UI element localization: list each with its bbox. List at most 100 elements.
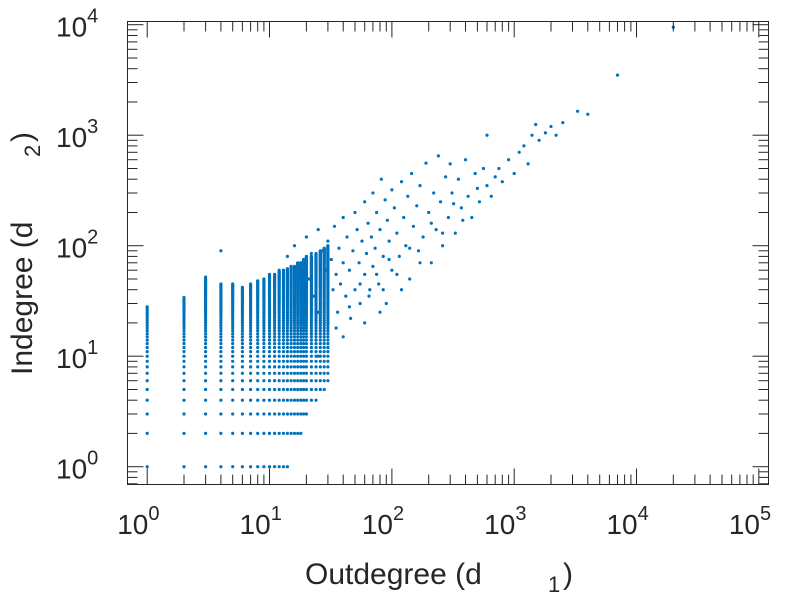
- data-point: [322, 350, 326, 354]
- data-point: [336, 310, 340, 314]
- data-point: [309, 254, 313, 258]
- data-point: [273, 359, 277, 363]
- data-point: [277, 371, 281, 375]
- data-point: [249, 282, 253, 286]
- data-point: [277, 319, 281, 323]
- data-point: [256, 354, 260, 358]
- data-point: [309, 350, 313, 354]
- data-point: [219, 365, 223, 369]
- data-point: [231, 345, 235, 350]
- y-tick-label: 100: [56, 448, 98, 485]
- data-point: [385, 218, 389, 222]
- data-point: [326, 359, 330, 363]
- data-point: [231, 321, 235, 325]
- data-point: [262, 323, 266, 327]
- data-point: [256, 342, 260, 346]
- data-point: [219, 379, 223, 383]
- data-point: [456, 177, 460, 181]
- data-point: [285, 359, 289, 363]
- y-tick-label: 101: [56, 337, 98, 374]
- data-point: [296, 412, 300, 416]
- data-point: [341, 215, 345, 220]
- data-point: [318, 321, 322, 325]
- data-point: [204, 275, 208, 279]
- data-point: [204, 465, 208, 469]
- data-point: [296, 350, 300, 354]
- data-point: [381, 254, 385, 258]
- data-point: [332, 224, 337, 228]
- y-axis-label-text: Indegree (d: [6, 222, 39, 375]
- data-point: [418, 184, 422, 188]
- data-point: [277, 345, 281, 350]
- data-point: [231, 316, 235, 320]
- data-point: [240, 379, 244, 383]
- data-point: [182, 329, 186, 333]
- data-point: [318, 316, 322, 320]
- data-point: [296, 329, 300, 333]
- data-point: [302, 329, 306, 333]
- data-point: [273, 398, 277, 402]
- data-point: [182, 379, 186, 383]
- data-point: [277, 338, 281, 342]
- data-point: [249, 387, 253, 392]
- data-point: [322, 354, 326, 358]
- data-point: [314, 326, 318, 330]
- data-point: [314, 335, 318, 339]
- data-point: [299, 350, 303, 354]
- data-point: [299, 332, 303, 336]
- data-point: [387, 257, 391, 262]
- data-point: [302, 335, 306, 339]
- data-point: [302, 342, 306, 346]
- data-point: [337, 246, 341, 250]
- data-point: [326, 319, 330, 323]
- data-point: [262, 329, 266, 333]
- data-point: [262, 359, 266, 363]
- data-point: [219, 329, 223, 333]
- data-point: [307, 277, 311, 281]
- data-point: [318, 371, 322, 375]
- data-point: [522, 144, 526, 148]
- data-point: [182, 321, 186, 325]
- data-point: [267, 321, 272, 325]
- data-point: [378, 310, 382, 314]
- data-point: [576, 109, 580, 113]
- data-point: [304, 329, 308, 333]
- data-point: [334, 272, 338, 276]
- data-point: [292, 244, 297, 248]
- data-point: [549, 124, 553, 129]
- data-point: [231, 342, 235, 346]
- data-point: [267, 431, 272, 435]
- data-point: [240, 359, 244, 363]
- data-point: [204, 323, 208, 327]
- data-point: [267, 338, 272, 342]
- data-point: [145, 316, 149, 320]
- data-point: [249, 359, 253, 363]
- x-axis-label-end: ): [563, 558, 573, 591]
- data-point: [182, 465, 186, 469]
- data-point: [318, 335, 322, 339]
- data-point: [302, 338, 306, 342]
- data-point: [219, 465, 223, 469]
- data-point: [292, 326, 297, 330]
- data-point: [204, 321, 208, 325]
- data-point: [485, 184, 489, 188]
- data-point: [145, 335, 149, 339]
- data-point: [304, 365, 308, 369]
- data-point: [262, 431, 266, 435]
- data-point: [240, 326, 244, 330]
- data-point: [441, 244, 445, 248]
- data-point: [347, 268, 351, 272]
- data-point: [296, 365, 300, 369]
- data-point: [285, 329, 289, 333]
- data-point: [358, 301, 362, 306]
- data-point: [204, 371, 208, 375]
- data-point: [281, 323, 286, 327]
- data-point: [314, 338, 318, 342]
- data-point: [267, 323, 272, 327]
- data-point: [267, 345, 272, 350]
- data-point: [292, 371, 297, 375]
- data-point: [231, 319, 235, 323]
- data-point: [353, 210, 357, 215]
- data-point: [299, 261, 303, 265]
- data-point: [395, 272, 399, 276]
